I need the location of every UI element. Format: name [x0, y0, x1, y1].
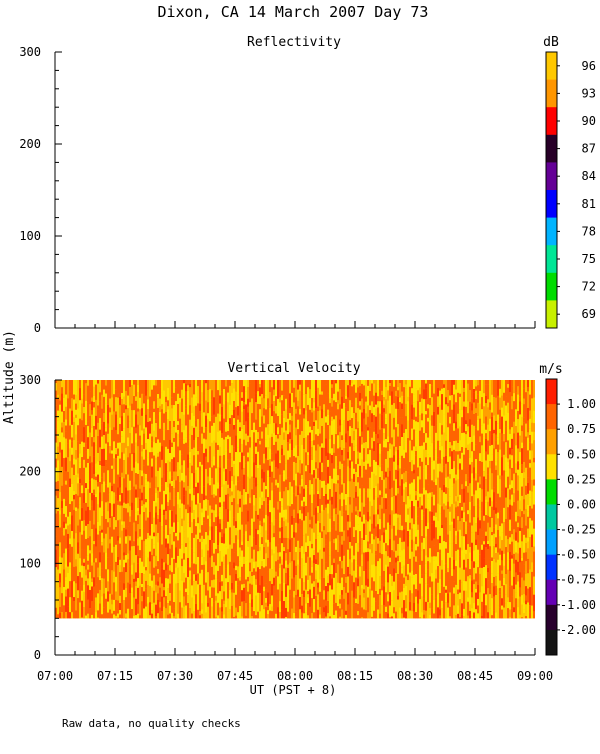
reflectivity-panel: Reflectivity 0 100 200 300 96 93 90 87 84 81 78 75… [19, 35, 596, 335]
vertical-velocity-field [55, 380, 536, 618]
reflectivity-colorbar: 96 93 90 87 84 81 78 75 72 69 [546, 52, 596, 329]
colorbar-swatch [546, 80, 557, 108]
reflectivity-title: Reflectivity [247, 35, 341, 50]
colorbar-swatch [546, 190, 557, 218]
colorbar-swatch [546, 162, 557, 190]
colorbar-swatch [546, 218, 557, 246]
x-axis-label: UT (PST + 8) [250, 683, 337, 697]
colorbar-label: 84 [582, 169, 596, 183]
colorbar-label: 69 [582, 307, 596, 321]
figure-footnote: Raw data, no quality checks [62, 717, 241, 730]
y-tick-label: 0 [34, 321, 41, 335]
figure-title: Dixon, CA 14 March 2007 Day 73 [158, 3, 429, 21]
colorbar-label: 81 [582, 197, 596, 211]
vertical-velocity-title: Vertical Velocity [227, 361, 360, 376]
y-axis-label: Altitude (m) [2, 330, 17, 424]
colorbar-swatch [546, 245, 557, 273]
colorbar-label: 87 [582, 142, 596, 156]
colorbar-swatch [546, 300, 557, 328]
colorbar-swatch [546, 273, 557, 301]
colorbar-label: 90 [582, 114, 596, 128]
y-tick-label: 200 [19, 137, 41, 151]
colorbar-label: 96 [582, 59, 596, 73]
reflectivity-y-tick-labels: 0 100 200 300 [19, 45, 41, 335]
colorbar-swatch [546, 107, 557, 135]
colorbar-label: 78 [582, 224, 596, 238]
colorbar-label: 75 [582, 252, 596, 266]
colorbar-swatch [546, 135, 557, 163]
reflectivity-axis-ticks [55, 52, 535, 328]
reflectivity-colorbar-unit: dB [543, 35, 559, 50]
colorbar-label: 72 [582, 280, 596, 294]
y-tick-label: 100 [19, 229, 41, 243]
y-tick-label: 300 [19, 45, 41, 59]
colorbar-label: 93 [582, 86, 596, 100]
colorbar-swatch [546, 52, 557, 80]
